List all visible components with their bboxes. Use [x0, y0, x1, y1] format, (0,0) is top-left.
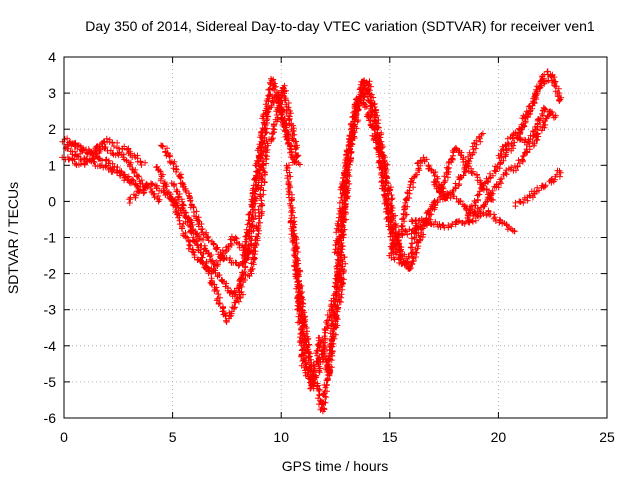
series-points — [512, 167, 564, 210]
series-points — [247, 82, 303, 277]
y-tick-label: 1 — [48, 157, 56, 173]
x-tick-label: 15 — [382, 429, 398, 445]
series-points — [168, 180, 251, 269]
data-series-arc-3 — [59, 144, 163, 205]
data-series-arc-21 — [430, 110, 554, 219]
x-tick-label: 10 — [273, 429, 289, 445]
y-tick-label: 0 — [48, 193, 56, 209]
y-tick-label: 2 — [48, 121, 56, 137]
series-points — [430, 110, 554, 219]
y-tick-label: 3 — [48, 85, 56, 101]
series-points — [347, 87, 437, 273]
data-series-arc-24 — [512, 167, 564, 210]
x-tick-label: 5 — [169, 429, 177, 445]
y-axis-title: SDTVAR / TECUs — [5, 182, 21, 294]
data-series-arc-23 — [495, 104, 559, 162]
y-tick-label: -4 — [44, 338, 57, 354]
series-points — [64, 135, 149, 168]
data-series-arc-25 — [517, 68, 565, 133]
series-points — [517, 68, 565, 133]
data-series-arc-17 — [347, 87, 437, 273]
y-tick-label: -5 — [44, 374, 57, 390]
y-tick-label: -1 — [44, 230, 57, 246]
axis-ticks: 0 5 10 15 20 25 -6 -5 -4 -3 -2 -1 0 1 2 3 4 — [44, 49, 615, 445]
x-tick-label: 25 — [599, 429, 615, 445]
x-tick-label: 20 — [491, 429, 507, 445]
series-points — [239, 75, 295, 259]
plot-marks — [59, 68, 565, 415]
series-points — [495, 104, 559, 162]
chart-title: Day 350 of 2014, Sidereal Day-to-day VTE… — [85, 18, 595, 34]
data-series-arc-11 — [247, 82, 303, 277]
data-series-arc-8 — [168, 180, 251, 269]
y-tick-label: -6 — [44, 410, 57, 426]
y-tick-label: -3 — [44, 302, 57, 318]
data-series-arc-7 — [153, 163, 253, 300]
series-points — [59, 144, 163, 205]
series-points — [386, 130, 486, 261]
series-points — [153, 163, 253, 300]
series-points — [408, 207, 518, 235]
series-points — [292, 180, 351, 385]
data-series-arc-14 — [292, 180, 351, 385]
x-axis-title: GPS time / hours — [282, 458, 389, 474]
x-tick-label: 0 — [60, 429, 68, 445]
data-series-arc-18 — [386, 130, 486, 261]
data-series-arc-10 — [239, 75, 295, 259]
data-series-arc-4 — [64, 135, 149, 168]
y-tick-label: -2 — [44, 266, 57, 282]
y-tick-label: 4 — [48, 49, 56, 65]
data-series-arc-20 — [408, 207, 518, 235]
